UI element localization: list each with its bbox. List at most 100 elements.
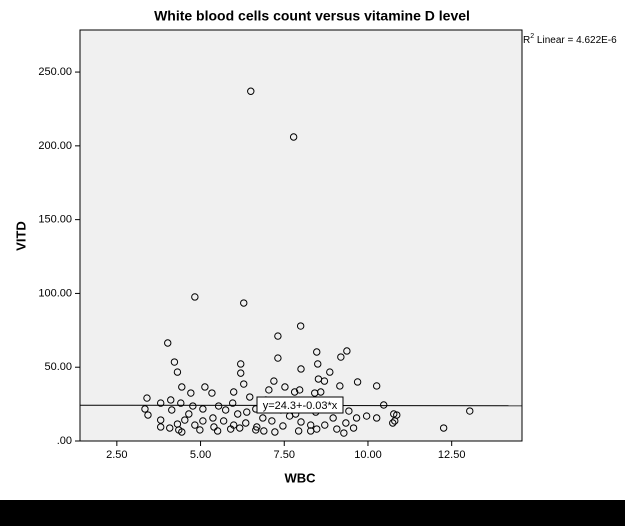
x-axis-label: WBC: [284, 470, 316, 485]
data-point: [201, 383, 209, 391]
data-point: [314, 360, 322, 368]
data-point: [246, 393, 254, 401]
data-point: [290, 388, 299, 396]
data-point: [144, 411, 152, 419]
data-point: [191, 421, 199, 429]
data-point: [240, 299, 248, 307]
data-point: [156, 399, 165, 407]
plot-area: [79, 29, 523, 442]
data-point: [372, 382, 381, 390]
r2-text: Linear = 4.622E-6: [534, 35, 617, 46]
data-point: [243, 408, 251, 416]
y-tick-label: 150.00: [38, 214, 72, 226]
data-point: [343, 347, 351, 355]
data-point: [237, 369, 245, 377]
y-tick-label: .00: [57, 435, 72, 447]
data-point: [187, 389, 195, 397]
data-point: [294, 427, 303, 435]
data-point: [191, 293, 199, 301]
data-point: [156, 423, 165, 431]
data-point: [242, 419, 250, 427]
data-point: [317, 388, 325, 396]
data-point: [352, 414, 361, 422]
data-point: [219, 417, 228, 425]
data-point: [226, 425, 235, 433]
data-point: [208, 389, 216, 397]
data-point: [265, 386, 273, 394]
data-point: [333, 425, 341, 433]
x-tick-label: 10.00: [354, 449, 382, 461]
data-point: [221, 406, 230, 414]
data-point: [270, 377, 278, 385]
data-point: [439, 424, 448, 432]
data-point: [466, 407, 474, 415]
data-point: [279, 422, 287, 430]
data-point: [296, 322, 305, 330]
chart-title: White blood cells count versus vitamine …: [154, 8, 470, 24]
data-point: [345, 407, 353, 415]
data-point: [213, 427, 222, 435]
data-point: [307, 427, 315, 435]
data-point: [259, 414, 267, 422]
data-point: [189, 402, 197, 410]
data-point: [228, 399, 237, 407]
data-point: [362, 412, 371, 420]
data-point: [170, 358, 179, 366]
data-point: [274, 332, 282, 340]
data-point: [229, 388, 238, 396]
data-point: [166, 424, 174, 432]
data-point: [237, 360, 245, 368]
data-point: [295, 386, 304, 394]
data-point: [214, 402, 223, 410]
y-tick-label: 100.00: [38, 287, 72, 299]
x-tick-label: 5.00: [190, 449, 211, 461]
data-point: [372, 414, 381, 422]
data-point: [156, 416, 165, 424]
x-tick-label: 2.50: [106, 449, 127, 461]
data-point: [181, 416, 189, 424]
data-point: [236, 424, 244, 432]
y-tick-label: 250.00: [38, 66, 72, 78]
data-point: [297, 365, 305, 373]
data-point: [252, 426, 260, 434]
data-point: [240, 380, 248, 388]
r2-prefix: R: [523, 35, 530, 46]
data-point: [178, 428, 186, 436]
data-point: [247, 87, 255, 95]
data-point: [168, 406, 176, 414]
data-point: [185, 410, 193, 418]
data-point: [320, 377, 329, 385]
y-axis-label: VITD: [13, 221, 28, 251]
data-point: [281, 383, 289, 391]
data-point: [210, 423, 218, 431]
data-point: [353, 378, 362, 386]
data-point: [390, 410, 398, 418]
data-point: [313, 348, 321, 356]
data-point: [260, 427, 268, 435]
data-point: [209, 414, 217, 422]
data-point: [336, 382, 344, 390]
data-point: [167, 396, 175, 404]
data-point: [271, 428, 279, 436]
x-tick-label: 7.50: [274, 449, 295, 461]
data-point: [380, 401, 388, 409]
data-point: [389, 419, 397, 427]
data-point: [340, 429, 348, 437]
data-point: [164, 339, 172, 347]
data-point: [297, 418, 305, 426]
data-point: [199, 417, 207, 425]
y-tick-label: 200.00: [38, 140, 72, 152]
r2-sup: 2: [530, 33, 534, 40]
data-point: [326, 368, 334, 376]
data-point: [143, 394, 151, 402]
fit-label: y=24.3+-0.03*x: [263, 400, 338, 412]
data-point: [234, 410, 242, 418]
r2-label: R2 Linear = 4.622E-6: [523, 33, 617, 46]
data-point: [177, 399, 185, 407]
data-point: [337, 353, 345, 361]
data-point: [274, 354, 282, 362]
data-point: [268, 417, 276, 425]
data-point: [342, 419, 350, 427]
